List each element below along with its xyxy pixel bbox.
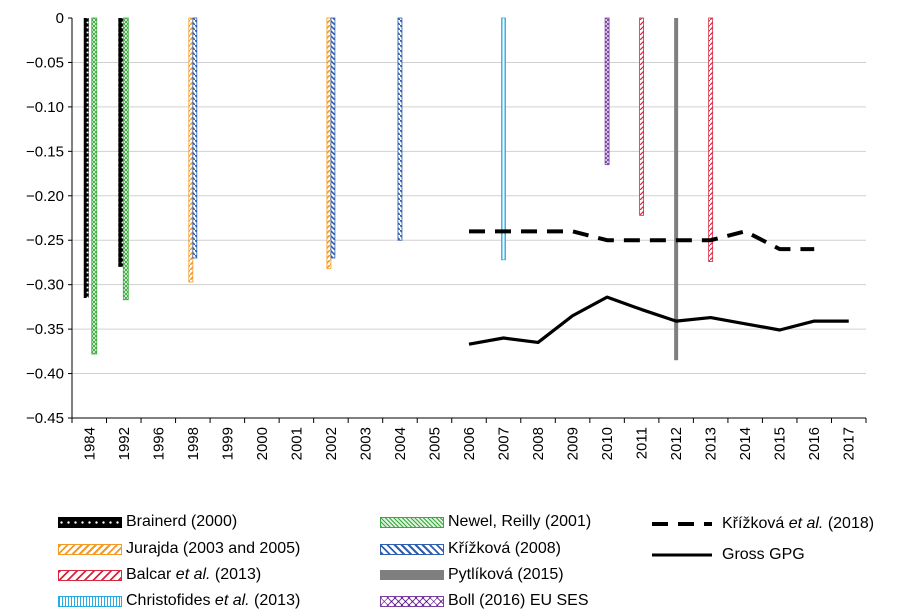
x-tick-label: 2005	[426, 427, 443, 460]
legend-swatch-newel	[380, 516, 444, 528]
legend-item-pytlikova: Pytlíková (2015)	[380, 565, 564, 585]
legend-label-gross: Gross GPG	[722, 546, 805, 563]
x-tick-label: 1999	[219, 427, 236, 460]
legend-label-newel: Newel, Reilly (2001)	[448, 513, 592, 530]
legend-item-brainerd: Brainerd (2000)	[58, 512, 237, 532]
x-tick-label: 2014	[737, 427, 754, 460]
x-tick-label: 2006	[461, 427, 478, 460]
y-tick-label: −0.45	[26, 410, 64, 427]
bar-krizkova2008-1998	[192, 17, 198, 259]
line-gross	[468, 295, 849, 346]
x-tick-label: 1984	[81, 427, 98, 460]
legend-item-christofides: Christofides et al. (2013)	[58, 591, 300, 611]
x-tick-label: 2016	[806, 427, 823, 460]
legend-label-brainerd: Brainerd (2000)	[126, 513, 238, 530]
x-tick-label: 1992	[116, 427, 133, 460]
y-tick-label: −0.40	[26, 366, 64, 383]
x-tick-label: 2000	[254, 427, 271, 460]
y-tick-label: −0.30	[26, 277, 64, 294]
legend-swatch-krizkova2018	[652, 522, 712, 526]
x-tick-label: 2011	[634, 427, 651, 459]
x-tick-label: 2010	[599, 427, 616, 460]
x-tick-label: 2017	[841, 427, 858, 460]
y-tick-label: −0.05	[26, 54, 64, 71]
legend-label-boll: Boll (2016) EU SES	[448, 592, 589, 609]
bar-krizkova2008-2002	[330, 17, 336, 259]
legend-swatch-jurajda	[58, 543, 122, 555]
legend-swatch-balcar	[58, 569, 122, 581]
bar-pytlikova-2012	[674, 18, 679, 361]
y-tick-label: 0	[56, 10, 64, 27]
legend-label-krizkova2008: Křížková (2008)	[448, 540, 561, 557]
chart-plot: 0 −0.05 −0.10 −0.15 −0.20 −0.25 −0.30 −0.35 −0.4…	[26, 10, 867, 460]
legend-swatch-gross	[652, 553, 712, 557]
legend-label-krizkova2018: Křížková et al. (2018)	[722, 515, 875, 532]
bar-brainerd-1992	[118, 18, 124, 267]
x-tick-label: 2012	[668, 427, 685, 460]
y-tick-label: −0.35	[26, 321, 64, 338]
legend-label-pytlikova: Pytlíková (2015)	[448, 566, 564, 583]
bar-balcar-2013	[708, 17, 714, 262]
x-tick-label: 1998	[185, 427, 202, 460]
x-tick-label: 2002	[323, 427, 340, 460]
legend-label-balcar: Balcar et al. (2013)	[126, 566, 262, 583]
line-krizkova2018	[469, 229, 815, 252]
legend-item-krizkova2018: Křížková et al. (2018)	[650, 514, 874, 534]
legend-label-christofides: Christofides et al. (2013)	[126, 592, 301, 609]
bar-balcar-2011	[639, 17, 645, 216]
y-tick-label: −0.15	[26, 143, 64, 160]
legend-swatch-krizkova2008	[380, 543, 444, 555]
y-tick-label: −0.20	[26, 188, 64, 205]
legend-swatch-christofides	[58, 595, 122, 607]
bar-newel-1984	[91, 17, 98, 355]
x-tick-label: 2007	[496, 427, 513, 460]
x-tick-label: 2008	[530, 427, 547, 460]
x-tick-label: 2015	[772, 427, 789, 460]
legend-swatch-pytlikova	[380, 570, 444, 580]
bar-christofides-2007	[501, 17, 506, 261]
bar-krizkova2008-2004	[397, 17, 403, 241]
legend-item-gross: Gross GPG	[650, 545, 805, 565]
x-tick-label: 2009	[565, 427, 582, 460]
legend-item-boll: Boll (2016) EU SES	[380, 591, 589, 611]
bar-brainerd-1984	[83, 18, 89, 298]
legend-swatch-brainerd	[58, 516, 122, 528]
legend-item-jurajda: Jurajda (2003 and 2005)	[58, 539, 300, 559]
bar-boll-2010	[604, 17, 610, 166]
x-tick-label: 2003	[357, 427, 374, 460]
legend-item-krizkova2008: Křížková (2008)	[380, 539, 561, 559]
x-tick-label: 1996	[150, 427, 167, 460]
x-tick-label: 2004	[392, 427, 409, 460]
legend-item-balcar: Balcar et al. (2013)	[58, 565, 261, 585]
y-tick-label: −0.25	[26, 232, 64, 249]
legend-swatch-boll	[380, 595, 444, 607]
y-tick-label: −0.10	[26, 99, 64, 116]
legend-label-jurajda: Jurajda (2003 and 2005)	[126, 540, 301, 557]
x-tick-label: 2013	[703, 427, 720, 460]
legend-item-newel: Newel, Reilly (2001)	[380, 512, 591, 532]
x-tick-label: 2001	[288, 427, 305, 460]
bar-newel-1992	[122, 17, 129, 301]
